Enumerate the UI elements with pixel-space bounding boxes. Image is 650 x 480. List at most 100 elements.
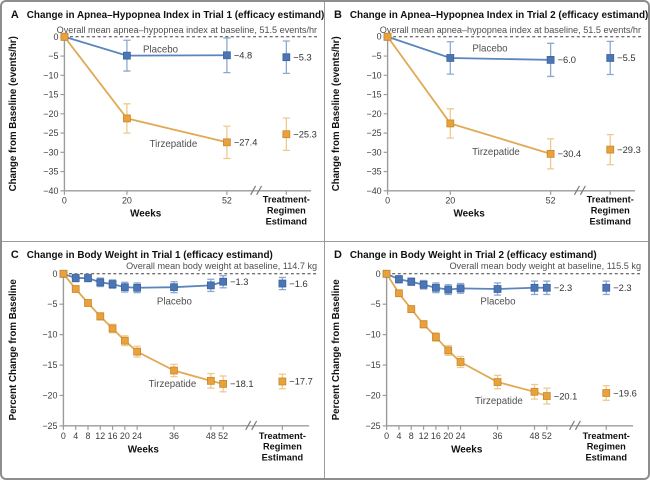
y-tick-label: −5 [48,51,58,61]
y-tick-label: 0 [377,32,382,42]
y-tick-label: −20 [365,390,380,400]
x-tick-label: 20 [122,196,132,206]
x-tick-label: 4 [396,430,401,440]
tirzepatide-week52-value: −30.4 [558,149,582,159]
placebo-marker [419,280,428,289]
x-tick-label: 48 [530,430,540,440]
estimand-axis-label: Regimen [587,441,626,451]
placebo-estimand-marker [278,279,287,287]
estimand-axis-label: Regimen [263,441,302,451]
tirzepatide-marker [444,346,453,354]
placebo-marker [432,283,440,292]
x-tick-label: 20 [120,430,130,440]
tirzepatide-marker [84,298,92,307]
placebo-estimand-marker [602,283,611,292]
placebo-series-label: Placebo [480,296,515,307]
placebo-line [63,272,224,289]
y-tick-label: −25 [42,420,57,430]
panel-b-chart: B Change in Apnea–Hypopnea Index in Trial… [331,9,648,227]
tirzepatide-series-label: Tirzepatide [150,139,198,150]
axes [63,36,312,192]
baseline-annotation: Overall mean body weight at baseline, 11… [449,260,641,270]
y-tick-label: −5 [371,51,381,61]
y-tick-label: −15 [42,360,57,370]
estimand-axis-label: Treatment- [587,195,634,205]
y-tick-label: 0 [53,32,58,42]
y-tick-label: −20 [366,109,381,119]
placebo-marker [546,56,555,64]
panel-d-cell: D Change in Body Weight in Trial 2 (effic… [325,242,648,478]
y-tick-label: −15 [365,360,380,370]
placebo-series: −4.8 −5.3 Placebo [60,32,312,75]
x-tick-label: 16 [108,430,118,440]
tirzepatide-series: −18.1 −17.7 Tirzepatide [59,269,313,392]
placebo-estimand-value: −1.6 [289,278,307,288]
panel-b-cell: B Change in Apnea–Hypopnea Index in Trial… [325,2,648,242]
x-tick-label: 24 [456,430,466,440]
tirzepatide-marker [493,377,502,386]
panel-title: Change in Apnea–Hypopnea Index in Trial … [350,10,648,21]
tirzepatide-marker [432,332,440,341]
x-axis-title: Weeks [453,209,485,220]
tirzepatide-estimand-marker [606,145,615,154]
placebo-line [386,272,547,291]
panel-c-cell: C Change in Body Weight in Trial 1 (effic… [2,241,325,478]
estimand-axis-label: Estimand [266,217,308,227]
tirzepatide-estimand-marker [278,377,287,385]
y-tick-label: −40 [366,186,381,196]
y-tick-label: −25 [365,420,380,430]
baseline-annotation: Overall mean apnea–hypopnea index at bas… [57,25,317,35]
tirzepatide-marker [456,357,465,366]
tirzepatide-series-label: Tirzepatide [472,147,520,158]
placebo-marker [530,283,539,292]
y-tick-label: −10 [365,329,380,339]
x-tick-label: 12 [419,430,429,440]
tirzepatide-marker [383,32,392,41]
axis-break [245,420,258,430]
tirzepatide-marker [123,114,131,123]
y-axis-title: Change from Baseline (events/hr) [8,36,19,191]
y-axis-title: Percent Change from Baseline [8,278,19,420]
placebo-marker [444,285,453,294]
x-tick-label: 52 [542,430,552,440]
tirzepatide-marker [382,269,391,278]
y-tick-label: −20 [43,109,58,119]
estimand-axis-label: Estimand [262,452,304,462]
x-tick-label: 0 [385,196,390,206]
x-tick-label: 36 [169,430,179,440]
y-tick-label: −20 [42,390,57,400]
y-tick-label: −10 [366,70,381,80]
x-axis-title: Weeks [128,444,160,455]
tirzepatide-marker [60,32,69,41]
tirzepatide-estimand-value: −29.3 [617,145,641,155]
y-tick-label: 0 [53,268,58,278]
axes [62,273,310,427]
panel-d-chart: D Change in Body Weight in Trial 2 (effic… [331,248,641,462]
y-tick-label: −30 [366,147,381,157]
x-tick-label: 24 [132,430,142,440]
tirzepatide-estimand-marker [602,388,611,397]
placebo-week52-value: −2.3 [554,283,572,293]
y-tick-label: −35 [366,167,381,177]
y-tick-label: −5 [47,299,57,309]
x-axis-title: Weeks [130,209,162,220]
placebo-marker [456,284,465,292]
tirzepatide-marker [170,366,178,374]
tirzepatide-estimand-marker [282,130,291,139]
y-tick-label: −10 [42,329,57,339]
x-tick-label: 48 [206,430,216,440]
placebo-line [387,35,551,61]
baseline-annotation: Overall mean body weight at baseline, 11… [126,260,317,270]
y-axis-title: Change from Baseline (events/hr) [331,36,342,191]
baseline-annotation: Overall mean apnea–hypopnea index at bas… [380,25,641,35]
y-tick-label: −40 [43,186,58,196]
estimand-axis-label: Estimand [585,452,627,462]
y-tick-label: −25 [366,128,381,138]
tirzepatide-week52-value: −20.1 [554,391,578,401]
placebo-marker [219,277,228,286]
tirzepatide-line [386,36,551,155]
panel-title: Change in Body Weight in Trial 1 (effica… [27,249,273,260]
placebo-estimand-marker [282,53,291,62]
placebo-marker [108,279,117,288]
y-tick-label: −35 [43,167,58,177]
